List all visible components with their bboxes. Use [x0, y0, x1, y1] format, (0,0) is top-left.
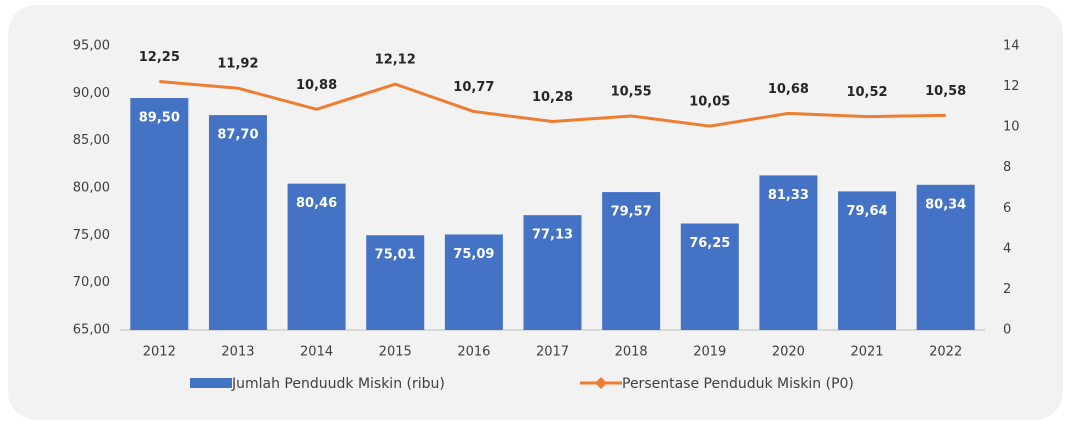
- line-label: 10,05: [689, 95, 730, 110]
- legend-swatch: [190, 378, 232, 388]
- x-tick-label: 2016: [457, 345, 490, 360]
- bar-label: 75,01: [375, 248, 416, 263]
- bar-label: 79,57: [611, 205, 652, 220]
- x-tick-label: 2017: [536, 345, 569, 360]
- x-tick-label: 2013: [221, 345, 254, 360]
- bar: [523, 215, 582, 330]
- x-tick-label: 2014: [300, 345, 333, 360]
- y2-tick-label: 10: [1003, 120, 1020, 135]
- y2-tick-label: 12: [1003, 79, 1020, 94]
- bar-label: 89,50: [139, 111, 180, 126]
- y2-tick-label: 2: [1003, 282, 1011, 297]
- bar: [838, 191, 897, 330]
- bar: [602, 192, 661, 330]
- bar: [444, 234, 503, 330]
- bar: [759, 175, 818, 330]
- y-tick-label: 75,00: [73, 228, 110, 243]
- y2-tick-label: 4: [1003, 241, 1011, 256]
- bar: [130, 98, 189, 330]
- bar-label: 77,13: [532, 228, 573, 243]
- bar-label: 80,34: [925, 197, 966, 212]
- x-tick-label: 2018: [615, 345, 648, 360]
- y-tick-label: 95,00: [73, 39, 110, 54]
- line: [159, 80, 946, 128]
- y-tick-label: 80,00: [73, 181, 110, 196]
- y2-tick-label: 8: [1003, 160, 1011, 175]
- line-label: 12,25: [139, 50, 180, 65]
- line-label: 10,88: [296, 78, 337, 93]
- legend-label: Persentase Penduduk Miskin (P0): [622, 376, 854, 392]
- y-tick-label: 70,00: [73, 275, 110, 290]
- legend-label: Jumlah Penduudk Miskin (ribu): [231, 376, 445, 392]
- y-tick-label: 65,00: [73, 323, 110, 338]
- x-tick-label: 2015: [379, 345, 412, 360]
- y-tick-label: 90,00: [73, 86, 110, 101]
- line-label: 10,28: [532, 90, 573, 105]
- line-label: 10,77: [453, 80, 494, 95]
- line-label: 11,92: [217, 57, 258, 72]
- bar: [366, 235, 425, 330]
- line-label: 12,12: [375, 53, 416, 68]
- x-tick-label: 2012: [143, 345, 176, 360]
- bar-label: 79,64: [846, 204, 887, 219]
- legend-marker: [595, 377, 607, 389]
- x-tick-label: 2020: [772, 345, 805, 360]
- line-label: 10,68: [768, 82, 809, 97]
- line-label: 10,52: [846, 85, 887, 100]
- line-label: 10,55: [611, 84, 652, 99]
- bar: [680, 223, 739, 330]
- bar: [208, 115, 267, 331]
- bar: [287, 183, 346, 330]
- bar-label: 75,09: [453, 247, 494, 262]
- bar: [916, 184, 975, 330]
- line-label: 10,58: [925, 84, 966, 99]
- x-tick-label: 2022: [929, 345, 962, 360]
- y-tick-label: 85,00: [73, 133, 110, 148]
- bar-label: 87,70: [217, 128, 258, 143]
- x-tick-label: 2021: [850, 345, 883, 360]
- bar-label: 80,46: [296, 196, 337, 211]
- y2-tick-label: 14: [1003, 39, 1020, 54]
- bar-label: 81,33: [768, 188, 809, 203]
- y2-tick-label: 6: [1003, 201, 1011, 216]
- bar-label: 76,25: [689, 236, 730, 251]
- y2-tick-label: 0: [1003, 323, 1011, 338]
- x-tick-label: 2019: [693, 345, 726, 360]
